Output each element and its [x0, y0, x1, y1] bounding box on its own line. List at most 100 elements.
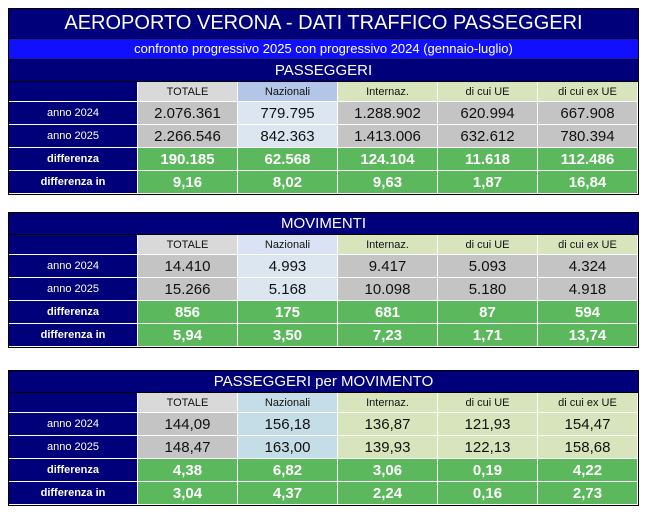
table-cell: 4.918 — [538, 278, 638, 301]
table-cell: 14.410 — [138, 255, 238, 278]
table-cell: 2.076.361 — [138, 102, 238, 125]
table-cell: 163,00 — [238, 436, 338, 459]
column-header: di cui ex UE — [538, 235, 638, 255]
table-cell: 16,84 — [538, 171, 638, 194]
column-header: TOTALE — [138, 235, 238, 255]
table-cell: 11.618 — [438, 148, 538, 171]
table-block: AEROPORTO VERONA - DATI TRAFFICO PASSEGG… — [8, 8, 639, 211]
table-cell: 5.093 — [438, 255, 538, 278]
column-header: Internaz. — [338, 82, 438, 102]
corner-cell — [9, 82, 138, 102]
row-label: anno 2024 — [9, 413, 138, 436]
row-label: differenza in percentuale — [9, 482, 138, 522]
corner-cell — [9, 393, 138, 413]
table-cell: 13,74 — [538, 324, 638, 347]
table-cell: 842.363 — [238, 125, 338, 148]
column-header: Nazionali — [238, 393, 338, 413]
column-header: di cui UE — [438, 235, 538, 255]
table-cell: 154,47 — [538, 413, 638, 436]
column-header: Nazionali — [238, 235, 338, 255]
table-cell: 9.417 — [338, 255, 438, 278]
table-cell: 4,38 — [138, 459, 238, 482]
row-label: differenza in percentuale — [9, 171, 138, 211]
row-label: anno 2025 — [9, 278, 138, 301]
table-cell: 2,73 — [538, 482, 638, 505]
table-cell: 856 — [138, 301, 238, 324]
row-label: anno 2025 — [9, 436, 138, 459]
table-block: PASSEGGERI per MOVIMENTO TOTALE Nazionali I… — [8, 370, 639, 522]
table-cell: 148,47 — [138, 436, 238, 459]
table-cell: 8,02 — [238, 171, 338, 194]
column-header: di cui UE — [438, 393, 538, 413]
table-cell: 3,04 — [138, 482, 238, 505]
table-cell: 139,93 — [338, 436, 438, 459]
table-cell: 0,16 — [438, 482, 538, 505]
table-cell: 5,94 — [138, 324, 238, 347]
table-cell: 5.168 — [238, 278, 338, 301]
row-label: differenza — [9, 148, 138, 171]
row-label: anno 2024 — [9, 102, 138, 125]
table-cell: 10.098 — [338, 278, 438, 301]
table-block: MOVIMENTI TOTALE Nazionali Internaz. di cui … — [8, 212, 639, 364]
table-grid: TOTALE Nazionali Internaz. di cui UE di cui … — [9, 393, 638, 522]
table-cell: 779.795 — [238, 102, 338, 125]
table-cell: 175 — [238, 301, 338, 324]
table-cell: 87 — [438, 301, 538, 324]
row-label: anno 2025 — [9, 125, 138, 148]
section-title: MOVIMENTI — [9, 213, 638, 235]
row-label: differenza in percentuale — [9, 324, 138, 364]
table-cell: 144,09 — [138, 413, 238, 436]
table-cell: 9,16 — [138, 171, 238, 194]
table-cell: 5.180 — [438, 278, 538, 301]
table-cell: 632.612 — [438, 125, 538, 148]
table-cell: 3,50 — [238, 324, 338, 347]
column-header: di cui ex UE — [538, 393, 638, 413]
column-header: Internaz. — [338, 235, 438, 255]
column-header: Internaz. — [338, 393, 438, 413]
table-cell: 4,22 — [538, 459, 638, 482]
table-cell: 112.486 — [538, 148, 638, 171]
table-cell: 124.104 — [338, 148, 438, 171]
column-header: TOTALE — [138, 393, 238, 413]
column-header: di cui UE — [438, 82, 538, 102]
table-cell: 1.288.902 — [338, 102, 438, 125]
table-cell: 4.993 — [238, 255, 338, 278]
row-label: differenza — [9, 459, 138, 482]
table-cell: 594 — [538, 301, 638, 324]
table-grid: TOTALE Nazionali Internaz. di cui UE di cui … — [9, 82, 638, 211]
row-label: anno 2024 — [9, 255, 138, 278]
table-cell: 1,71 — [438, 324, 538, 347]
report-subtitle: confronto progressivo 2025 con progressi… — [9, 39, 638, 60]
page: AEROPORTO VERONA - DATI TRAFFICO PASSEGG… — [8, 8, 639, 522]
table-cell: 122,13 — [438, 436, 538, 459]
column-header: TOTALE — [138, 82, 238, 102]
table-grid: TOTALE Nazionali Internaz. di cui UE di cui … — [9, 235, 638, 364]
table-cell: 681 — [338, 301, 438, 324]
table-cell: 4.324 — [538, 255, 638, 278]
table-cell: 0,19 — [438, 459, 538, 482]
table-cell: 7,23 — [338, 324, 438, 347]
table-cell: 15.266 — [138, 278, 238, 301]
table-cell: 156,18 — [238, 413, 338, 436]
row-label: differenza — [9, 301, 138, 324]
table-cell: 1,87 — [438, 171, 538, 194]
table-cell: 121,93 — [438, 413, 538, 436]
table-cell: 158,68 — [538, 436, 638, 459]
table-cell: 1.413.006 — [338, 125, 438, 148]
section-title: PASSEGGERI per MOVIMENTO — [9, 371, 638, 393]
report-title: AEROPORTO VERONA - DATI TRAFFICO PASSEGG… — [9, 9, 638, 39]
table-cell: 667.908 — [538, 102, 638, 125]
table-cell: 780.394 — [538, 125, 638, 148]
table-cell: 2,24 — [338, 482, 438, 505]
table-cell: 3,06 — [338, 459, 438, 482]
table-cell: 9,63 — [338, 171, 438, 194]
column-header: di cui ex UE — [538, 82, 638, 102]
corner-cell — [9, 235, 138, 255]
table-cell: 2.266.546 — [138, 125, 238, 148]
column-header: Nazionali — [238, 82, 338, 102]
table-cell: 6,82 — [238, 459, 338, 482]
table-cell: 62.568 — [238, 148, 338, 171]
table-cell: 190.185 — [138, 148, 238, 171]
section-title: PASSEGGERI — [9, 60, 638, 82]
table-cell: 620.994 — [438, 102, 538, 125]
